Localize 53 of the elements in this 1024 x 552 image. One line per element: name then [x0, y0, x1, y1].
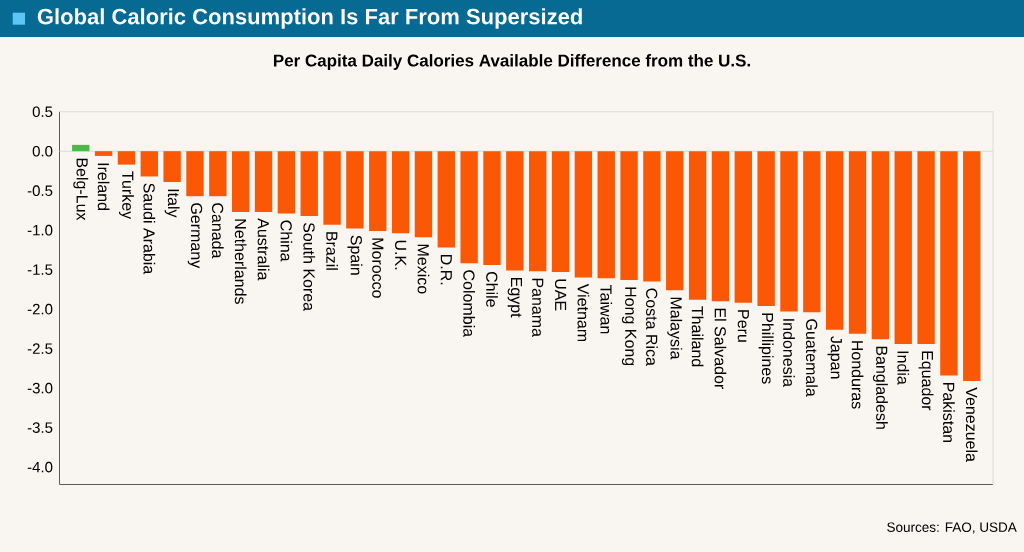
y-tick-label: -1.0 — [27, 224, 53, 236]
y-tick-label: -3.5 — [27, 422, 53, 433]
y-tick-label: -2.5 — [27, 343, 53, 354]
y-tick-label: -4.0 — [27, 461, 53, 473]
x-tick-label: UAE — [554, 279, 567, 311]
x-tick-label: Equador — [918, 351, 934, 411]
x-tick-label: Turkey — [118, 171, 134, 220]
x-tick-label: South Korea — [303, 222, 316, 312]
x-tick-label: Bangladesh — [872, 346, 888, 429]
x-tick-label: Hong Kong — [621, 287, 637, 366]
x-tick-label: Netherlands — [234, 219, 247, 304]
x-tick-label: Ireland — [97, 163, 110, 211]
x-tick-label: Indonesia — [783, 319, 795, 388]
x-tick-label: India — [897, 351, 910, 385]
y-tick-label: 0.5 — [32, 106, 53, 117]
x-tick-label: Mexico — [417, 244, 430, 294]
x-tick-label: Phillipines — [758, 313, 774, 384]
y-tick-label: -0.5 — [27, 185, 53, 196]
y-tick-label: -1.5 — [27, 264, 53, 275]
x-tick-label: Colombia — [463, 270, 476, 338]
x-tick-label: Taiwan — [600, 284, 613, 334]
x-tick-label: Peru — [737, 310, 749, 342]
x-tick-label: Vietnam — [577, 283, 590, 342]
x-tick-label: Australia — [257, 218, 270, 281]
x-tick-label: Panama — [532, 278, 544, 338]
x-tick-label: Malaysia — [667, 297, 683, 360]
x-tick-label: Morocco — [372, 238, 384, 298]
y-tick-label: -3.0 — [27, 382, 53, 394]
x-tick-label: Belg-Lux — [73, 158, 89, 221]
x-tick-label: Pakistan — [943, 383, 955, 443]
x-tick-label: Thailand — [691, 306, 704, 367]
chart-subtitle: Per Capita Daily Calories Available Difference from the U.S. — [273, 54, 750, 70]
x-tick-label: D.R. — [440, 255, 452, 285]
x-tick-label: Germany — [187, 203, 203, 269]
x-tick-label: Honduras — [851, 341, 864, 409]
x-tick-label: Venezuela — [965, 387, 978, 462]
y-tick-label: 0.0 — [32, 145, 53, 157]
x-tick-label: Egypt — [507, 277, 522, 318]
x-tick-label: China — [280, 220, 293, 262]
chart-title: Global Caloric Consumption Is Far From Supersized — [37, 8, 582, 29]
x-tick-label: Costa Rica — [646, 288, 658, 366]
y-tick-label: -2.0 — [27, 303, 53, 315]
source-note: Sources: FAO, USDA — [887, 522, 1017, 534]
x-tick-label: Brazil — [326, 232, 338, 270]
x-tick-label: Canada — [211, 203, 224, 259]
x-tick-label: Guatemala — [805, 319, 818, 397]
x-tick-label: El Salvador — [714, 308, 727, 389]
x-tick-label: Chile — [486, 271, 498, 307]
x-tick-label: Saudi Arabia — [143, 183, 156, 275]
x-tick-label: Spain — [347, 235, 363, 275]
x-tick-label: Italy — [164, 189, 180, 218]
x-tick-label: U.K. — [395, 240, 407, 270]
x-tick-label: Japan — [827, 336, 842, 379]
